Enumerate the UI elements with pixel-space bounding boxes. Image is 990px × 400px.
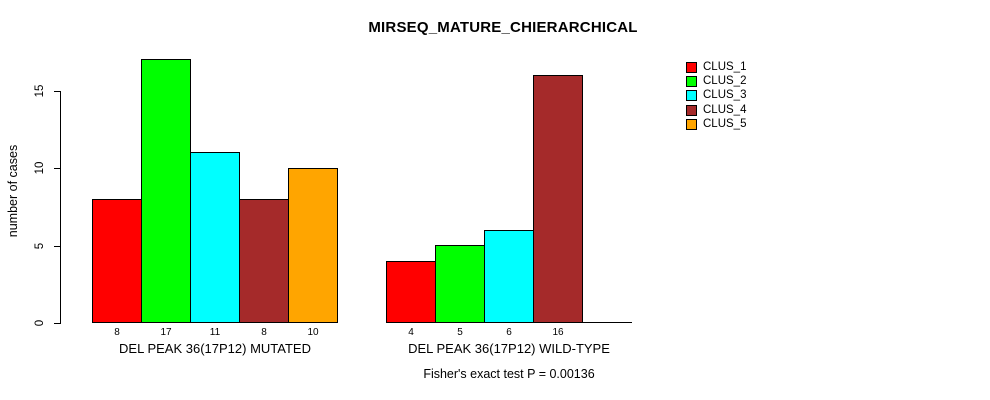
legend-swatch-clus_2 — [686, 76, 697, 87]
y-tick — [54, 168, 60, 169]
legend-item: CLUS_4 — [686, 104, 796, 117]
legend-swatch-clus_3 — [686, 90, 697, 101]
bar-clus_1 — [386, 261, 436, 323]
x-group-label-wild-type: DEL PEAK 36(17P12) WILD-TYPE — [408, 341, 610, 356]
y-axis-line — [60, 91, 61, 324]
bar-clus_4 — [533, 75, 583, 323]
legend-item: CLUS_3 — [686, 89, 796, 102]
y-tick — [54, 246, 60, 247]
legend-item: CLUS_5 — [686, 118, 796, 131]
y-tick-label: 5 — [34, 242, 46, 250]
y-tick — [54, 91, 60, 92]
bar-clus_5 — [288, 168, 338, 323]
x-group-label-mutated: DEL PEAK 36(17P12) MUTATED — [119, 341, 311, 356]
bar-value-label: 8 — [261, 327, 267, 338]
bar-clus_3 — [484, 230, 534, 323]
y-tick-label: 10 — [34, 161, 46, 175]
bar-value-label: 4 — [408, 327, 414, 338]
y-tick-label: 15 — [34, 84, 46, 98]
fisher-test-annotation: Fisher's exact test P = 0.00136 — [423, 367, 595, 381]
legend-label: CLUS_1 — [703, 61, 747, 73]
chart-title: MIRSEQ_MATURE_CHIERARCHICAL — [368, 19, 638, 36]
bar-value-label: 17 — [160, 327, 172, 338]
bar-value-label: 10 — [307, 327, 319, 338]
bar-value-label: 5 — [457, 327, 463, 338]
legend-label: CLUS_4 — [703, 104, 747, 116]
bar-clus_2 — [141, 59, 191, 323]
legend-label: CLUS_2 — [703, 75, 747, 87]
legend-swatch-clus_1 — [686, 62, 697, 73]
bar-value-label: 8 — [114, 327, 120, 338]
y-tick — [54, 323, 60, 324]
legend: CLUS_1 CLUS_2 CLUS_3 CLUS_4 CLUS_5 — [686, 61, 796, 141]
legend-label: CLUS_5 — [703, 118, 747, 130]
bar-value-label: 11 — [209, 327, 221, 338]
bar-value-label: 16 — [552, 327, 564, 338]
legend-item: CLUS_1 — [686, 61, 796, 74]
legend-swatch-clus_5 — [686, 119, 697, 130]
zero-bar-baseline-clus_5 — [582, 322, 632, 323]
bar-clus_2 — [435, 245, 485, 323]
y-tick-label: 0 — [34, 319, 46, 327]
bar-clus_1 — [92, 199, 142, 323]
bar-value-label: 6 — [506, 327, 512, 338]
bar-clus_4 — [239, 199, 289, 323]
bar-clus_3 — [190, 152, 240, 323]
legend-item: CLUS_2 — [686, 75, 796, 88]
legend-label: CLUS_3 — [703, 89, 747, 101]
legend-swatch-clus_4 — [686, 105, 697, 116]
